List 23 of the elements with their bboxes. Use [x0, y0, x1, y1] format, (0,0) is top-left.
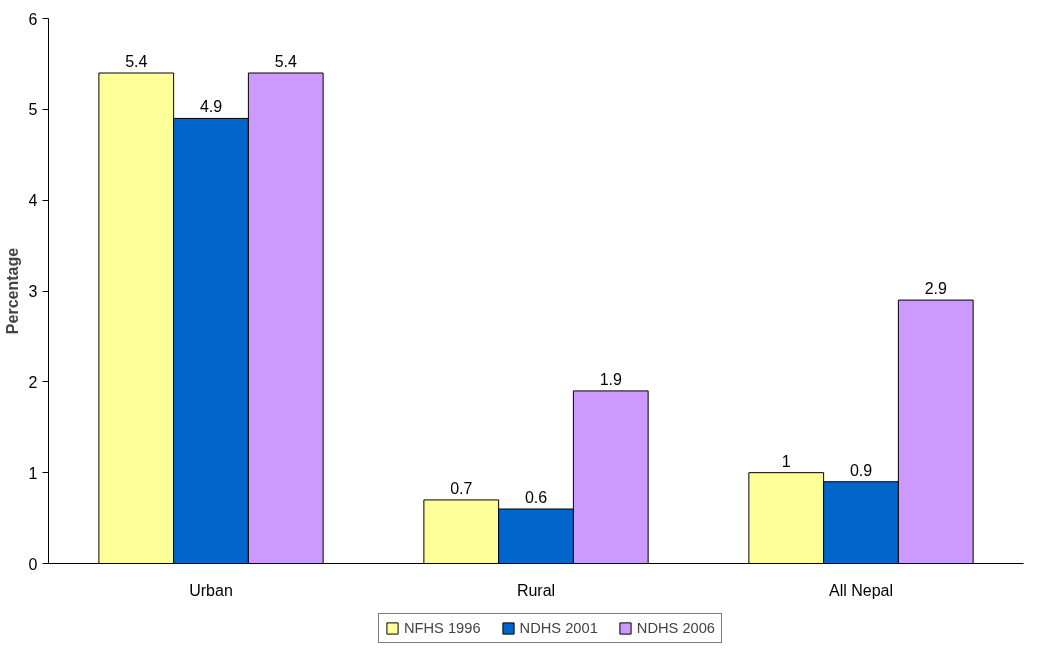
y-axis-title: Percentage — [3, 247, 21, 335]
y-tick-label: 6 — [28, 10, 38, 28]
x-tick-label: All Nepal — [828, 581, 894, 599]
data-label: 4.9 — [199, 98, 223, 116]
data-label: 0.9 — [849, 461, 873, 479]
y-tick-label: 2 — [28, 373, 38, 391]
data-label: 5.4 — [125, 53, 148, 70]
y-tick-label: 5 — [28, 101, 38, 119]
data-label: 0.6 — [524, 489, 548, 506]
legend-label: NDHS 2006 — [636, 620, 716, 636]
legend-label: NFHS 1996 — [404, 620, 481, 636]
x-tick-label: Rural — [516, 581, 556, 599]
y-tick-label: 0 — [28, 555, 38, 573]
y-tick-label: 1 — [28, 464, 38, 482]
legend-label: NDHS 2001 — [519, 620, 598, 636]
x-tick-label: Urban — [189, 581, 233, 599]
data-label: 5.4 — [274, 53, 297, 70]
data-label: 1 — [781, 452, 791, 470]
data-label: 2.9 — [924, 280, 947, 298]
data-label: 0.7 — [450, 479, 473, 497]
data-label: 1.9 — [599, 370, 622, 388]
y-tick-label: 4 — [28, 192, 38, 210]
y-tick-label: 3 — [28, 283, 38, 300]
